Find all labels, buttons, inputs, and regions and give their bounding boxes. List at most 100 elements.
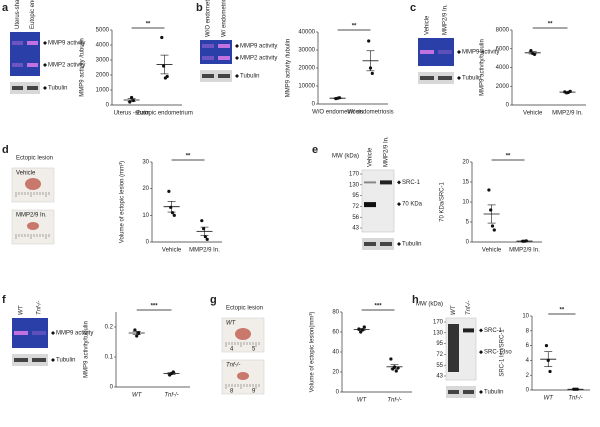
arrow-marker [397,202,401,207]
gel-band [420,76,434,80]
x-tick-label: MMP2/9 In. [552,111,583,117]
panel-label: d [2,144,9,156]
data-point [492,228,496,232]
panel-label: c [410,2,416,14]
lane-label: Vehicle [425,15,431,35]
gel-band [32,331,46,335]
tubulin-blot [200,70,232,82]
panel-label: b [196,2,203,14]
y-tick-label: 0 [526,388,530,394]
gel-band [14,331,28,335]
y-tick-label: 0 [336,390,340,396]
mw-marker: 43 [436,374,443,380]
y-tick-label: 4000 [96,43,110,49]
band-label: SRC-1 [484,328,503,334]
gel-band [27,41,38,45]
x-tick-label: W/O endometriosis [312,110,363,116]
mw-marker: 72 [436,352,443,358]
gel-band [448,324,459,372]
x-tick-label: Vehicle [523,111,543,117]
ruler-number: 5 [252,347,256,353]
data-point [524,239,528,243]
gel-band [202,74,214,78]
band-label: MMP9 activity [240,44,277,50]
mw-marker: 43 [352,226,359,232]
band-label: MMP2 activity [48,63,85,69]
arrow-marker [235,56,239,60]
data-point [167,189,171,193]
gel-band [12,86,23,90]
significance: ** [146,22,151,28]
x-tick-label: Tnf-/- [387,398,401,404]
band-label: 70 KDa [402,202,423,208]
panel-label: e [312,144,318,156]
y-tick-label: 10 [462,200,469,206]
lane-label: Eutopic endometrium [30,0,36,29]
lane-label: W/ endometriosis [222,0,228,37]
y-tick-label: 40000 [298,30,315,36]
significance: ** [186,154,191,160]
data-point [544,344,549,348]
tubulin-blot [446,386,476,398]
y-tick-label: 3000 [96,58,110,64]
gel-band [27,63,38,67]
lane-label: Uterus-sham [15,0,21,29]
y-tick-label: 0 [110,385,114,391]
gel-band [202,44,214,48]
x-tick-label: MMP2/9 In. [509,248,540,254]
y-tick-label: 6000 [496,46,510,52]
arrow-marker [457,50,461,54]
mw-marker: 56 [352,215,359,221]
lane-label: W/O endometriosis [206,0,212,37]
data-point [546,358,550,362]
y-tick-label: 2 [526,373,530,379]
axes [471,162,542,243]
lane-label: Vehicle [368,147,374,167]
gel-band [364,242,376,246]
gel-band [218,74,230,78]
data-point [357,327,361,331]
y-tick-label: 80 [332,310,339,316]
data-point [165,74,169,79]
photo-title: Ectopic lesion [16,156,53,162]
x-tick-label: Eutopic endometrium [136,111,193,117]
y-tick-label: 4 [526,358,530,364]
y-tick-label: 0.1 [105,355,114,361]
data-point [489,208,493,212]
y-axis-label: MMP9 activity /tubulin [286,39,292,97]
significance: ** [352,24,357,30]
significance: *** [151,304,159,310]
panel-label: g [210,294,217,306]
zymogram [10,32,40,76]
data-point [205,237,209,241]
arrow-marker [43,41,47,45]
axes [341,312,412,393]
data-point [532,52,537,56]
data-point [136,331,141,335]
gel-band [218,44,230,48]
lesion [27,222,39,230]
axes [511,30,586,106]
data-point [170,211,175,215]
y-tick-label: 10 [522,314,529,320]
y-axis-label: Volume of ectopic lesion (mm³) [120,161,126,243]
y-axis-label: MMP9 activity /tubulin [80,38,86,96]
y-tick-label: 5000 [96,28,110,34]
data-point [162,64,166,68]
data-point [172,213,176,217]
mw-marker: 130 [349,182,360,188]
band-label: Tubulin [484,390,503,396]
panel-label: a [2,2,9,14]
data-point [362,325,366,329]
data-point [131,98,135,103]
data-point [171,370,175,374]
mw-marker: 95 [352,193,359,199]
mw-marker: 55 [436,363,443,369]
lesion [237,372,249,380]
arrow-marker [43,86,47,90]
x-tick-label: WT [357,398,368,404]
data-point [529,49,533,53]
y-tick-label: 15 [462,180,469,186]
gel-band [12,63,23,67]
